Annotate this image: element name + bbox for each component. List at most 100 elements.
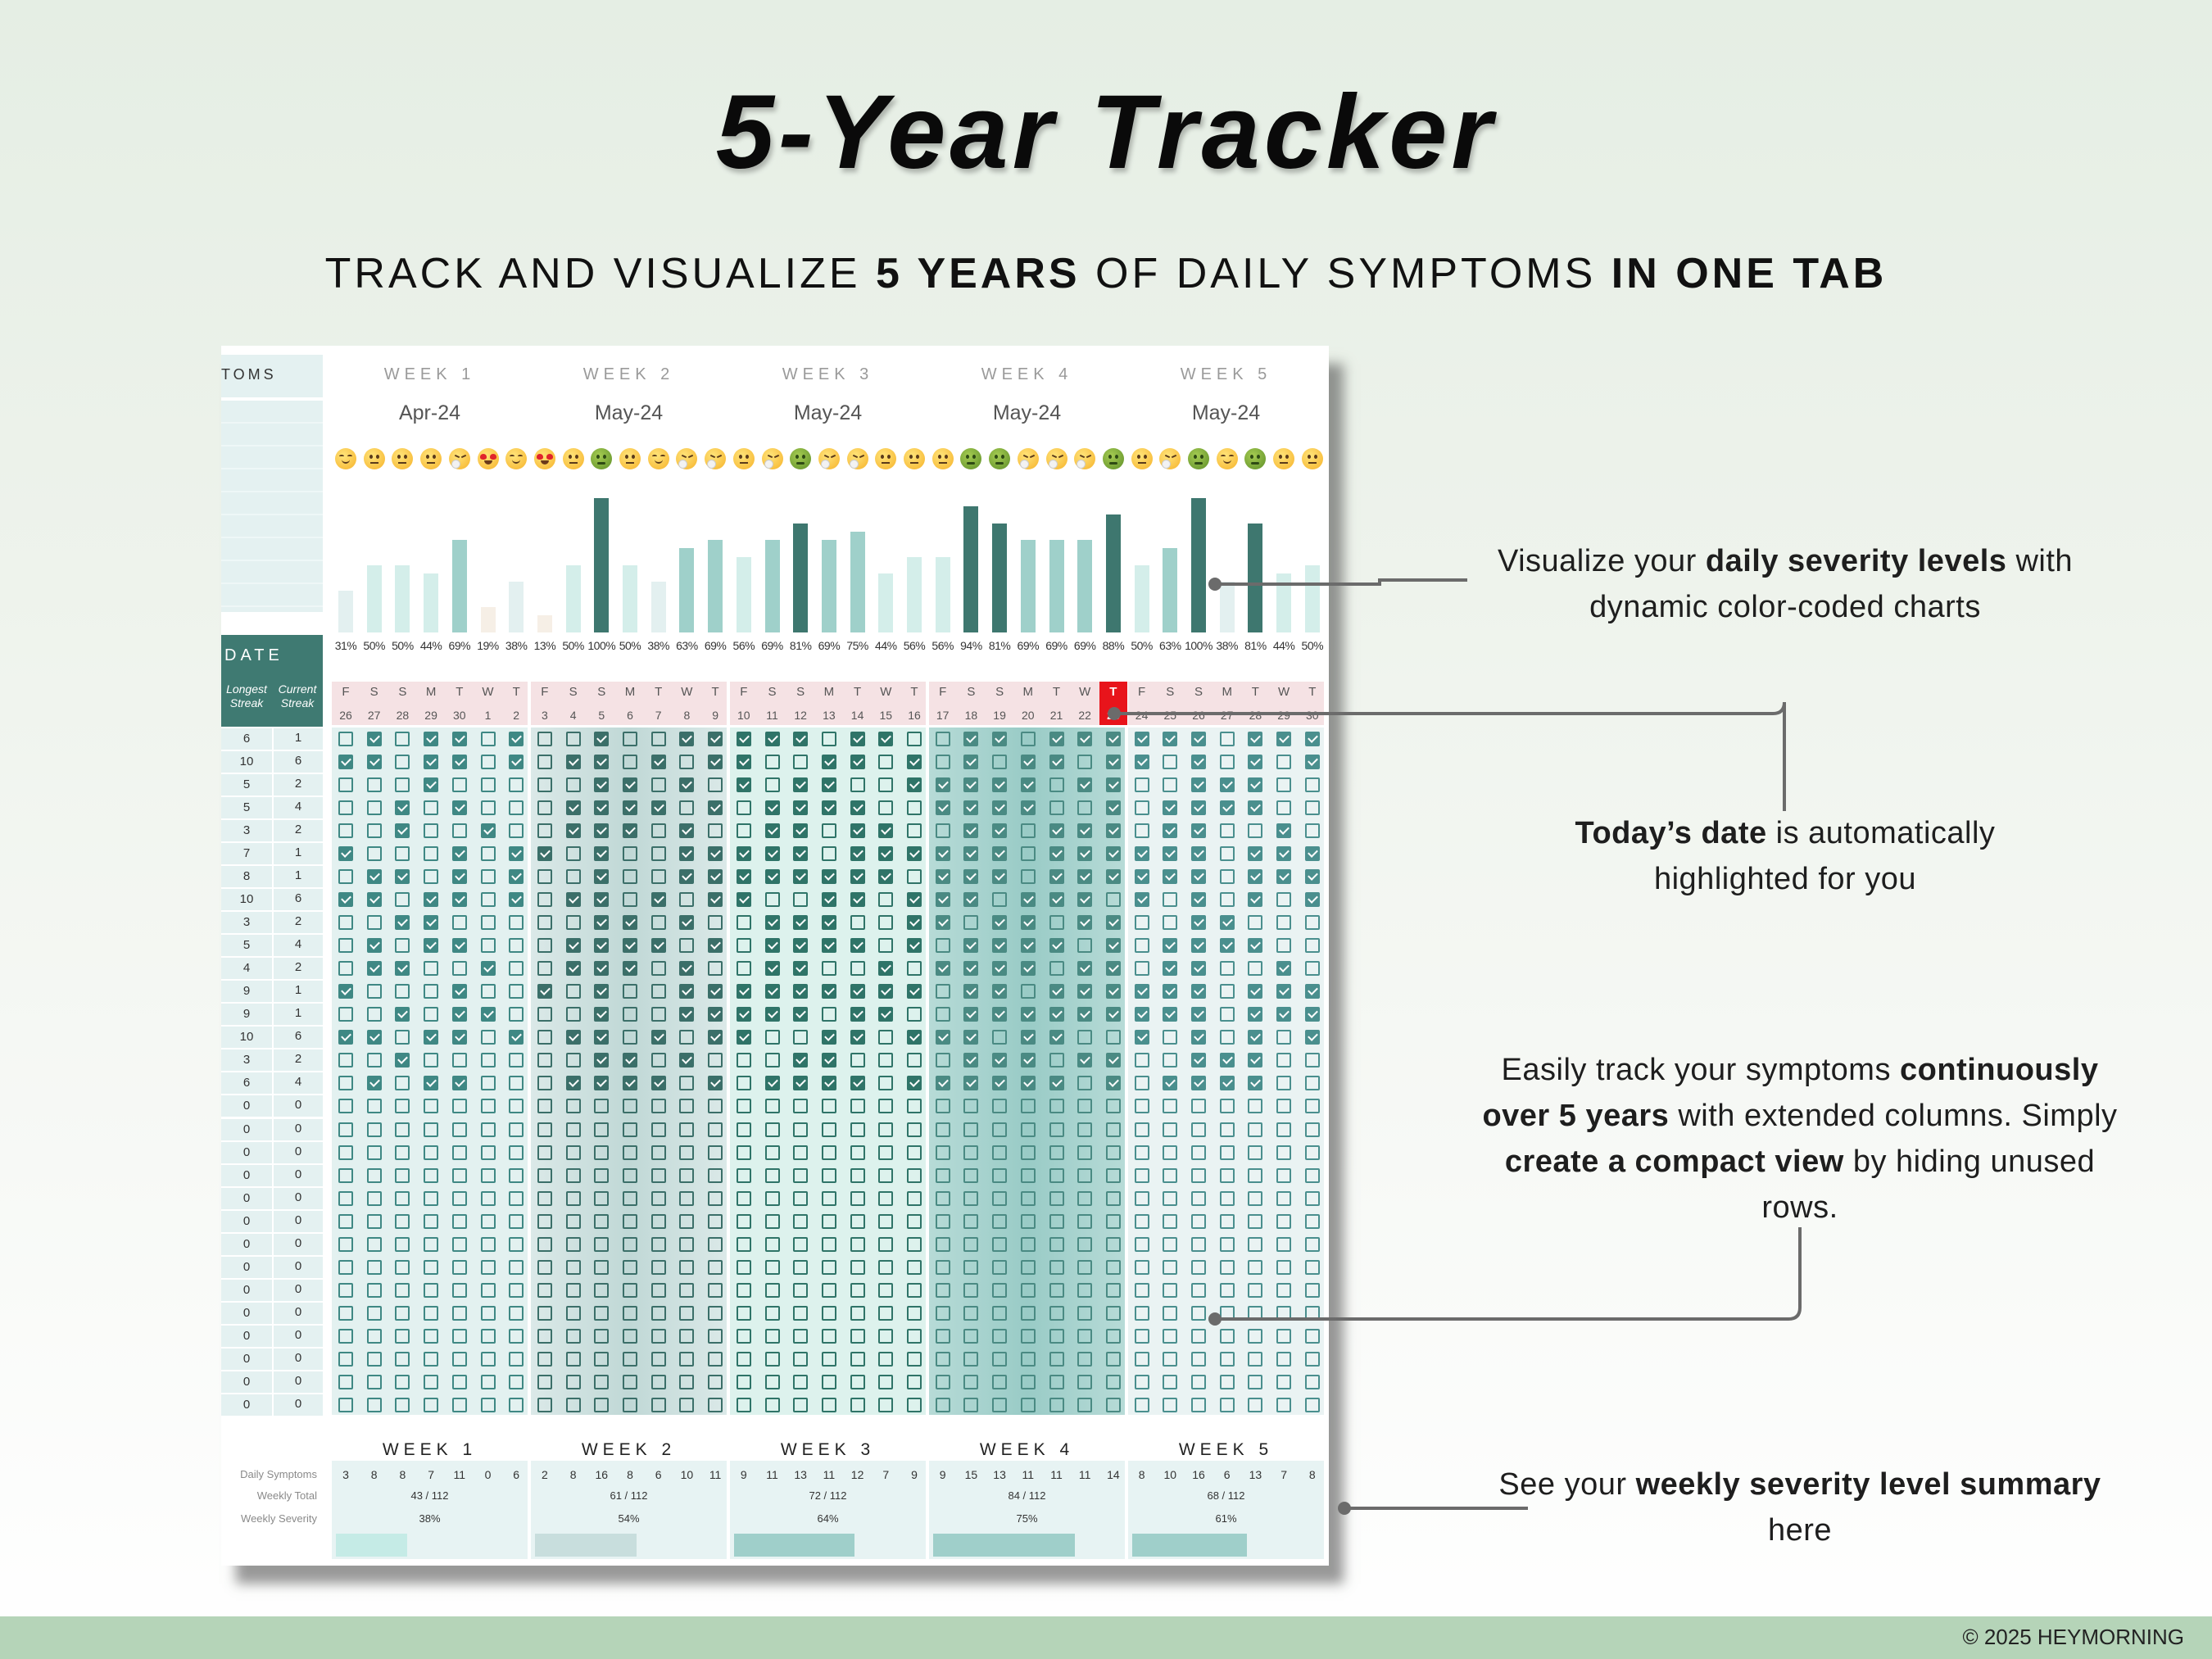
symptom-checkbox[interactable] bbox=[1191, 846, 1206, 862]
symptom-checkbox[interactable] bbox=[366, 755, 382, 770]
symptom-checkbox[interactable] bbox=[1219, 732, 1235, 746]
symptom-checkbox[interactable] bbox=[793, 777, 809, 793]
symptom-checkbox[interactable] bbox=[878, 755, 894, 770]
symptom-checkbox[interactable] bbox=[935, 732, 950, 746]
symptom-checkbox[interactable] bbox=[395, 823, 410, 839]
symptom-checkbox[interactable] bbox=[480, 755, 496, 770]
symptom-checkbox[interactable] bbox=[594, 869, 610, 885]
symptom-checkbox[interactable] bbox=[1077, 755, 1093, 770]
symptom-checkbox[interactable] bbox=[366, 846, 382, 862]
symptom-checkbox[interactable] bbox=[1020, 732, 1036, 746]
symptom-checkbox[interactable] bbox=[992, 732, 1008, 746]
symptom-checkbox[interactable] bbox=[395, 892, 410, 908]
symptom-checkbox[interactable] bbox=[451, 892, 467, 908]
symptom-checkbox[interactable] bbox=[480, 846, 496, 862]
symptom-checkbox[interactable] bbox=[338, 823, 353, 839]
symptom-checkbox[interactable] bbox=[708, 755, 723, 770]
symptom-checkbox[interactable] bbox=[623, 800, 637, 816]
symptom-checkbox[interactable] bbox=[878, 869, 894, 885]
symptom-checkbox[interactable] bbox=[509, 823, 524, 839]
symptom-checkbox[interactable] bbox=[907, 823, 922, 839]
symptom-checkbox[interactable] bbox=[424, 869, 439, 885]
symptom-checkbox[interactable] bbox=[338, 892, 353, 908]
symptom-checkbox[interactable] bbox=[1163, 732, 1178, 746]
symptom-checkbox[interactable] bbox=[594, 777, 610, 793]
symptom-checkbox[interactable] bbox=[907, 755, 922, 770]
symptom-checkbox[interactable] bbox=[1304, 777, 1320, 793]
symptom-checkbox[interactable] bbox=[736, 800, 751, 816]
symptom-checkbox[interactable] bbox=[736, 777, 751, 793]
symptom-checkbox[interactable] bbox=[850, 800, 865, 816]
symptom-checkbox[interactable] bbox=[1134, 800, 1149, 816]
symptom-checkbox[interactable] bbox=[509, 755, 524, 770]
symptom-checkbox[interactable] bbox=[963, 823, 979, 839]
symptom-checkbox[interactable] bbox=[1276, 732, 1292, 746]
symptom-checkbox[interactable] bbox=[366, 777, 382, 793]
symptom-checkbox[interactable] bbox=[509, 869, 524, 885]
symptom-checkbox[interactable] bbox=[935, 823, 950, 839]
symptom-checkbox[interactable] bbox=[1304, 732, 1320, 746]
symptom-checkbox[interactable] bbox=[1276, 846, 1292, 862]
symptom-checkbox[interactable] bbox=[1077, 846, 1093, 862]
symptom-checkbox[interactable] bbox=[537, 869, 552, 885]
symptom-checkbox[interactable] bbox=[480, 777, 496, 793]
symptom-checkbox[interactable] bbox=[907, 846, 922, 862]
symptom-checkbox[interactable] bbox=[480, 732, 496, 746]
symptom-checkbox[interactable] bbox=[338, 846, 353, 862]
symptom-checkbox[interactable] bbox=[1049, 846, 1064, 862]
symptom-checkbox[interactable] bbox=[338, 800, 353, 816]
symptom-checkbox[interactable] bbox=[793, 755, 809, 770]
symptom-checkbox[interactable] bbox=[679, 777, 695, 793]
symptom-checkbox[interactable] bbox=[793, 823, 809, 839]
symptom-checkbox[interactable] bbox=[1020, 823, 1036, 839]
symptom-checkbox[interactable] bbox=[1163, 777, 1178, 793]
symptom-checkbox[interactable] bbox=[679, 732, 695, 746]
symptom-checkbox[interactable] bbox=[821, 732, 836, 746]
symptom-checkbox[interactable] bbox=[878, 777, 894, 793]
symptom-checkbox[interactable] bbox=[1049, 777, 1064, 793]
symptom-checkbox[interactable] bbox=[1304, 823, 1320, 839]
symptom-checkbox[interactable] bbox=[395, 732, 410, 746]
symptom-checkbox[interactable] bbox=[679, 755, 695, 770]
symptom-checkbox[interactable] bbox=[509, 732, 524, 746]
symptom-checkbox[interactable] bbox=[650, 755, 666, 770]
symptom-checkbox[interactable] bbox=[623, 755, 637, 770]
symptom-checkbox[interactable] bbox=[623, 869, 637, 885]
symptom-checkbox[interactable] bbox=[850, 823, 865, 839]
symptom-checkbox[interactable] bbox=[395, 755, 410, 770]
symptom-checkbox[interactable] bbox=[424, 800, 439, 816]
symptom-checkbox[interactable] bbox=[992, 869, 1008, 885]
symptom-checkbox[interactable] bbox=[424, 732, 439, 746]
symptom-checkbox[interactable] bbox=[821, 823, 836, 839]
symptom-checkbox[interactable] bbox=[623, 846, 637, 862]
symptom-checkbox[interactable] bbox=[1105, 800, 1121, 816]
symptom-checkbox[interactable] bbox=[907, 777, 922, 793]
symptom-checkbox[interactable] bbox=[793, 846, 809, 862]
symptom-checkbox[interactable] bbox=[736, 755, 751, 770]
symptom-checkbox[interactable] bbox=[708, 800, 723, 816]
symptom-checkbox[interactable] bbox=[1248, 777, 1263, 793]
symptom-checkbox[interactable] bbox=[1049, 823, 1064, 839]
symptom-checkbox[interactable] bbox=[650, 823, 666, 839]
symptom-checkbox[interactable] bbox=[935, 869, 950, 885]
symptom-checkbox[interactable] bbox=[736, 732, 751, 746]
symptom-checkbox[interactable] bbox=[1191, 777, 1206, 793]
symptom-checkbox[interactable] bbox=[764, 777, 780, 793]
symptom-checkbox[interactable] bbox=[451, 777, 467, 793]
symptom-checkbox[interactable] bbox=[1049, 732, 1064, 746]
symptom-checkbox[interactable] bbox=[537, 800, 552, 816]
symptom-checkbox[interactable] bbox=[935, 777, 950, 793]
symptom-checkbox[interactable] bbox=[963, 755, 979, 770]
symptom-checkbox[interactable] bbox=[1105, 823, 1121, 839]
symptom-checkbox[interactable] bbox=[565, 800, 581, 816]
symptom-checkbox[interactable] bbox=[1163, 800, 1178, 816]
symptom-checkbox[interactable] bbox=[1304, 869, 1320, 885]
symptom-checkbox[interactable] bbox=[366, 823, 382, 839]
symptom-checkbox[interactable] bbox=[480, 892, 496, 908]
symptom-checkbox[interactable] bbox=[451, 823, 467, 839]
symptom-checkbox[interactable] bbox=[1248, 846, 1263, 862]
symptom-checkbox[interactable] bbox=[1049, 800, 1064, 816]
symptom-checkbox[interactable] bbox=[679, 823, 695, 839]
symptom-checkbox[interactable] bbox=[821, 777, 836, 793]
symptom-checkbox[interactable] bbox=[1276, 800, 1292, 816]
